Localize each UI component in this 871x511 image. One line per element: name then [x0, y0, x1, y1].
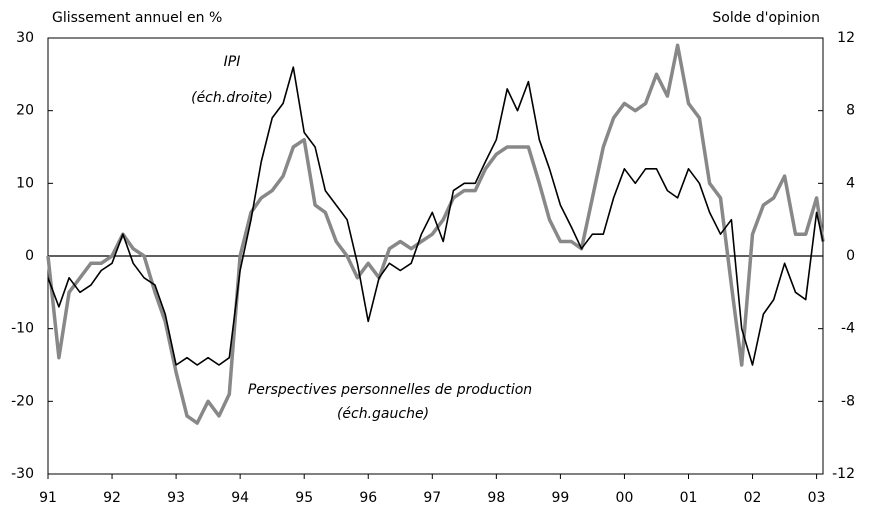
y2-axis-title: Solde d'opinion	[712, 10, 820, 26]
y-tick-label: 10	[16, 175, 34, 191]
x-tick-label: 00	[616, 490, 634, 506]
x-tick-label: 94	[231, 490, 249, 506]
y2-tick-label: -12	[832, 466, 855, 482]
annotation: Perspectives personnelles de production	[248, 382, 532, 398]
x-tick-label: 97	[423, 490, 441, 506]
series-line	[46, 43, 825, 425]
y2-tick-label: -4	[841, 321, 855, 337]
annotation: IPI	[224, 54, 241, 70]
x-tick-label: 95	[295, 490, 313, 506]
y2-tick-label: 12	[837, 30, 855, 46]
x-tick-label: 99	[551, 490, 569, 506]
y2-tick-label: -8	[841, 393, 855, 409]
y-tick-label: -20	[11, 393, 34, 409]
y-axis-title: Glissement annuel en %	[52, 10, 222, 26]
annotation: (éch.droite)	[191, 90, 273, 106]
y-tick-label: -10	[11, 321, 34, 337]
x-tick-label: 03	[808, 490, 826, 506]
x-tick-label: 01	[680, 490, 698, 506]
y-tick-label: 20	[16, 103, 34, 119]
y2-tick-label: 4	[846, 175, 855, 191]
y-tick-label: 30	[16, 30, 34, 46]
y-tick-label: -30	[11, 466, 34, 482]
x-tick-label: 96	[359, 490, 377, 506]
x-tick-label: 91	[39, 490, 57, 506]
series-line	[47, 66, 824, 366]
x-tick-label: 02	[744, 490, 762, 506]
x-tick-label: 93	[167, 490, 185, 506]
y2-tick-label: 8	[846, 103, 855, 119]
y2-tick-label: 0	[846, 248, 855, 264]
y-tick-label: 0	[25, 248, 34, 264]
annotation: (éch.gauche)	[337, 406, 429, 422]
x-tick-label: 92	[103, 490, 121, 506]
x-tick-label: 98	[487, 490, 505, 506]
